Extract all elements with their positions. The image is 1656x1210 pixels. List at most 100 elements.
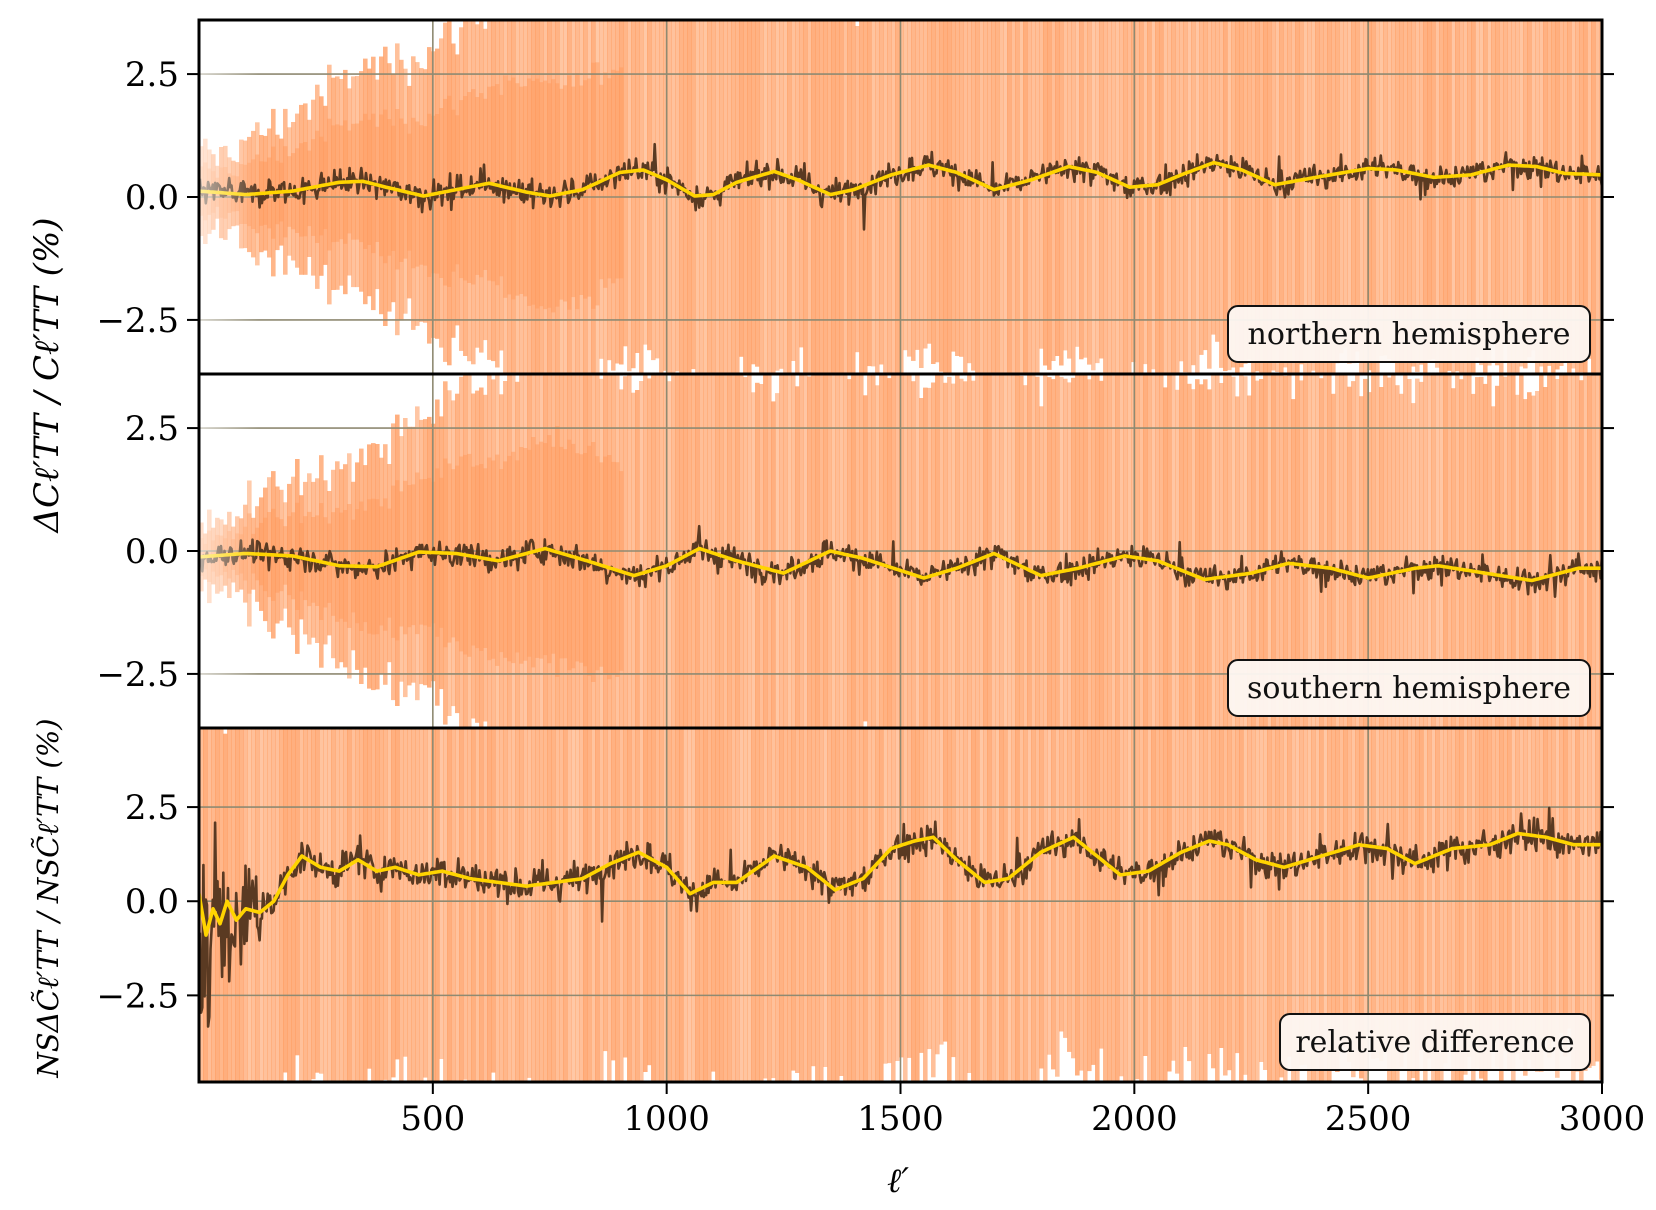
band-strip [1363,378,1368,728]
band-strip [627,20,632,372]
band-strip [747,20,752,374]
band-strip [571,728,576,1082]
band-strip [1255,380,1260,728]
band-strip [579,728,584,1082]
band-strip [603,728,608,1052]
band-strip [1531,728,1536,1068]
band-strip [1495,385,1500,728]
band-strip [763,728,768,1079]
band-strip [1383,728,1388,1053]
band-strip [1315,728,1320,1082]
band-strip [1295,728,1300,1082]
band-strip [1175,20,1180,374]
band-strip [1379,728,1384,1062]
ylabel-top: ΔCℓ′TT / Cℓ′TT (%) [27,217,67,534]
band-strip [407,728,412,1082]
band-strip [1515,728,1520,1054]
band-strip [699,728,704,1082]
band-strip [395,728,400,1060]
band-strip [1407,379,1412,728]
band-strip [491,728,496,1073]
band-strip [947,376,952,728]
band-strip [1043,20,1048,366]
band-strip [1199,20,1204,355]
band-strip [1063,20,1068,351]
band-strip [1183,728,1188,1047]
band-strip [1335,20,1340,364]
panel-northern: −2.5 0.0 2.5 northern hemisphere [96,18,1614,376]
band-strip [863,728,868,1082]
band-strip [1487,20,1492,366]
band-strip [1491,728,1496,1047]
band-strip [1443,728,1448,1064]
band-strip [1063,728,1068,1038]
band-strip [1595,20,1600,374]
band-strip [1271,728,1276,1082]
band-strip [963,20,968,374]
band-strip [1447,728,1452,1041]
band-strip [959,20,964,357]
band-strip [827,728,832,1082]
band-strip [427,728,432,1082]
band-strip [811,728,816,1067]
band-strip [1587,728,1592,1068]
x-tick-label: 2000 [1091,1099,1178,1139]
band-strip [983,728,988,1082]
band-strip [543,728,548,1082]
band-strip [887,728,892,1064]
band-strip [323,728,328,1082]
band-strip [1103,20,1108,374]
band-strip [1343,728,1348,1048]
band-strip [231,728,236,1082]
band-strip [1051,379,1056,728]
band-strip [1563,20,1568,362]
band-strip [963,381,968,728]
band-strip [875,728,880,1082]
band-strip [967,20,972,364]
band-strip [623,728,628,1058]
band-strip [1247,20,1252,360]
band-strip [1047,377,1052,728]
band-strip [1115,728,1120,1082]
band-strip [923,20,928,349]
band-strip [999,728,1004,1082]
band-strip [619,728,624,1081]
band-strip [1259,379,1264,728]
band-strip [807,376,812,728]
band-strip [1111,728,1116,1082]
band-strip [763,20,768,374]
band-strip [347,728,352,1082]
band-strip [931,382,936,728]
band-strip [843,20,848,374]
band-strip [1031,20,1036,374]
band-strip [1399,393,1404,728]
band-strip [735,728,740,1082]
band-strip [1283,728,1288,1082]
band-strip [1519,728,1524,1060]
band-strip [1355,728,1360,1069]
band-strip [743,377,748,728]
band-strip [771,401,776,728]
band-strip [871,20,876,367]
y-tick-label: 0.0 [125,882,179,922]
band-strip [799,728,804,1082]
band-strip [343,728,348,1082]
band-strip [1303,728,1308,1065]
band-strip [691,728,696,1082]
band-strip [1531,395,1536,728]
band-strip [315,728,320,1073]
band-strip [1195,20,1200,374]
band-strip [391,728,396,1078]
band-strip [1391,20,1396,362]
band-strip [895,728,900,1061]
band-strip [1339,20,1344,354]
band-strip [943,728,948,1042]
band-strip [679,728,684,1082]
band-strip [291,728,296,1082]
band-strip [847,728,852,1082]
band-strip [1091,728,1096,1065]
band-strip [1551,728,1556,1042]
band-strip [815,728,820,1082]
band-strip [935,728,940,1055]
band-strip [1339,728,1344,1045]
